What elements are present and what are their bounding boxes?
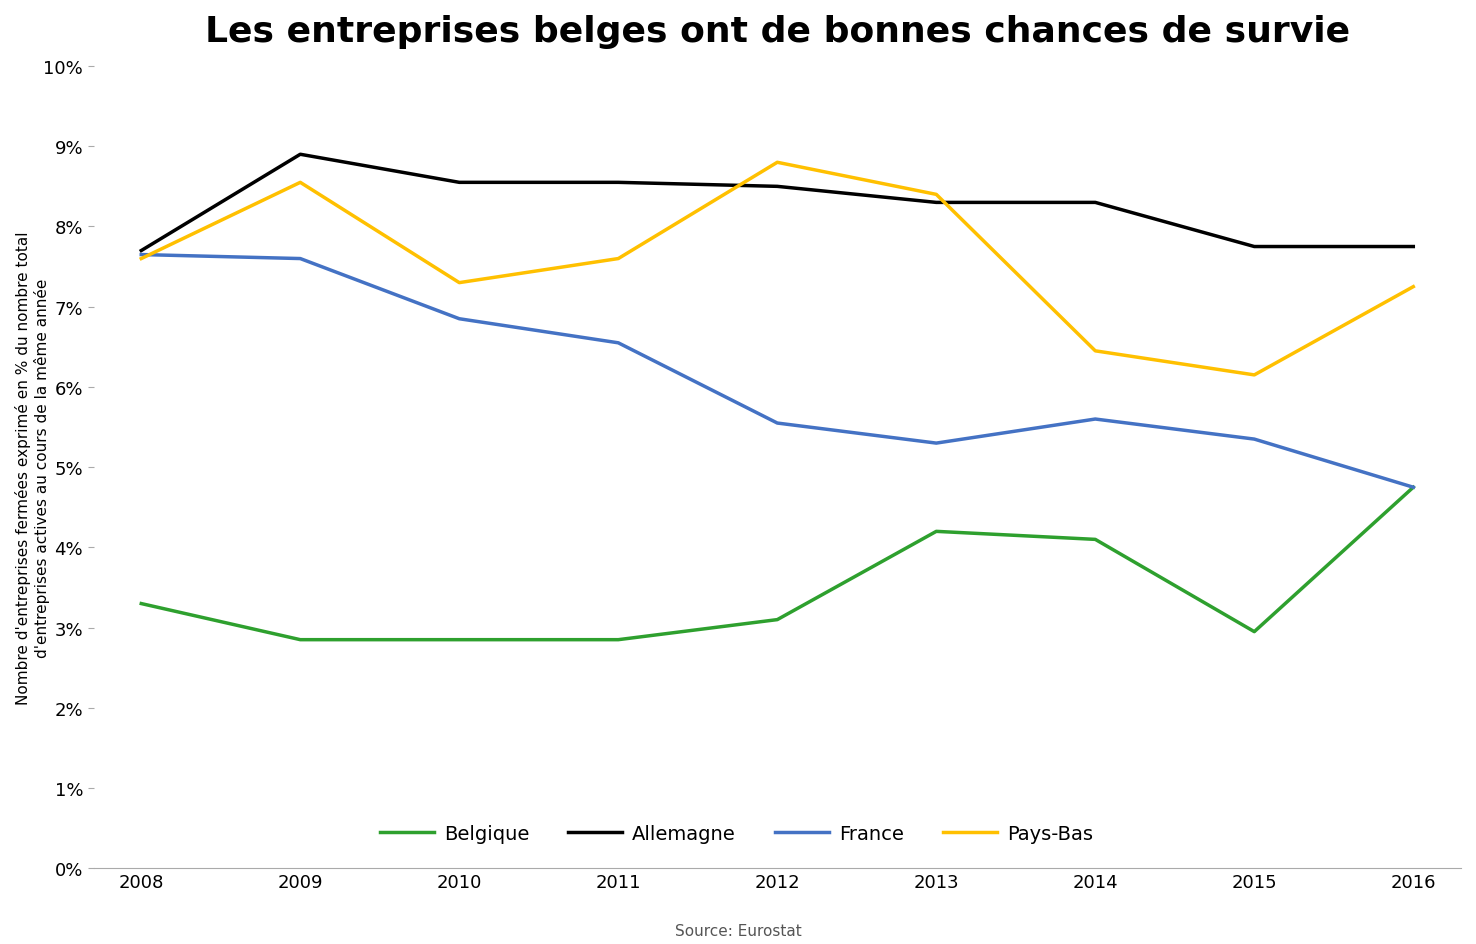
Belgique	[1246, 626, 1263, 637]
Belgique	[769, 615, 787, 626]
Allemagne	[291, 149, 308, 160]
Belgique	[610, 634, 627, 646]
France	[133, 249, 151, 261]
Belgique	[1405, 482, 1423, 494]
France	[769, 418, 787, 430]
Title: Les entreprises belges ont de bonnes chances de survie: Les entreprises belges ont de bonnes cha…	[205, 15, 1351, 49]
Line: France: France	[142, 255, 1414, 488]
Allemagne	[1405, 242, 1423, 253]
Pays-Bas	[450, 278, 468, 289]
Pays-Bas	[927, 190, 945, 201]
Allemagne	[769, 181, 787, 193]
France	[291, 254, 308, 265]
Pays-Bas	[1086, 346, 1104, 357]
France	[1246, 434, 1263, 446]
Line: Pays-Bas: Pays-Bas	[142, 163, 1414, 376]
Legend: Belgique, Allemagne, France, Pays-Bas: Belgique, Allemagne, France, Pays-Bas	[379, 824, 1092, 843]
Pays-Bas	[1246, 370, 1263, 381]
Allemagne	[1246, 242, 1263, 253]
Text: Source: Eurostat: Source: Eurostat	[675, 922, 801, 937]
France	[610, 338, 627, 349]
Y-axis label: Nombre d'entreprises fermées exprimé en % du nombre total
d'entreprises actives : Nombre d'entreprises fermées exprimé en …	[15, 231, 50, 704]
Line: Allemagne: Allemagne	[142, 155, 1414, 251]
Pays-Bas	[769, 158, 787, 169]
Allemagne	[1086, 197, 1104, 209]
Belgique	[927, 526, 945, 537]
France	[1405, 482, 1423, 494]
Pays-Bas	[291, 177, 308, 189]
Belgique	[133, 598, 151, 610]
Pays-Bas	[610, 254, 627, 265]
Belgique	[291, 634, 308, 646]
Belgique	[450, 634, 468, 646]
France	[927, 438, 945, 449]
Pays-Bas	[1405, 281, 1423, 293]
Allemagne	[133, 245, 151, 257]
Line: Belgique: Belgique	[142, 488, 1414, 640]
Allemagne	[610, 177, 627, 189]
France	[450, 313, 468, 325]
Allemagne	[927, 197, 945, 209]
Allemagne	[450, 177, 468, 189]
Pays-Bas	[133, 254, 151, 265]
Belgique	[1086, 534, 1104, 546]
France	[1086, 413, 1104, 425]
